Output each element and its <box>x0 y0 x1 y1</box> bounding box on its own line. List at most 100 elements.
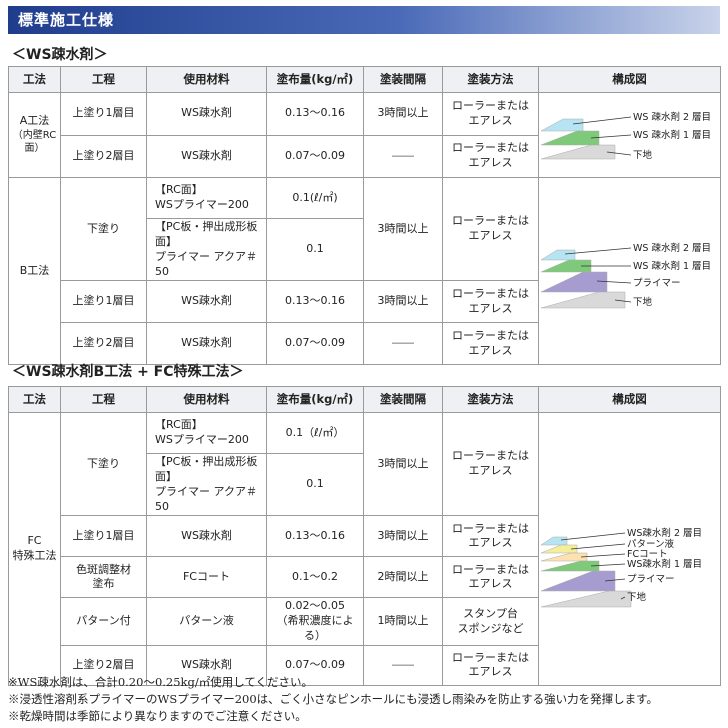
table-row: 【PC板・押出成形板面】 プライマー アクア＃50 0.1 <box>9 217 721 282</box>
material-cell: WS疎水剤 <box>146 322 267 366</box>
layer-substrate <box>540 590 632 608</box>
method-cell: A工法 （内壁RC面） <box>8 92 61 178</box>
label-ws1: WS 疎水剤 1 層目 <box>633 260 711 272</box>
interval-cell: ―― <box>363 644 443 686</box>
fc-spec-table: 工法 工程 使用材料 塗布量(kg/㎡) 塗装間隔 塗装方法 構成図 FC 特殊工… <box>8 386 721 686</box>
header-cell: 工程 <box>60 386 147 413</box>
layer-diagram-a: WS 疎水剤 2 層目 WS 疎水剤 1 層目 下地 <box>538 92 721 178</box>
amount-cell: 0.07～0.09 <box>266 644 364 686</box>
label-ws1: WS疎水剤 1 層目 <box>627 558 702 570</box>
label-substrate: 下地 <box>633 149 653 161</box>
header-cell: 塗装間隔 <box>363 66 443 93</box>
step-cell: 上塗り1層目 <box>60 280 147 324</box>
section-title-fc: ＜WS疎水剤B工法 + FC特殊工法＞ <box>12 364 244 380</box>
interval-cell: ―― <box>363 134 443 178</box>
amount-cell: 0.13～0.16 <box>266 280 364 324</box>
interval-cell: 1時間以上 <box>363 597 443 646</box>
header-cell: 使用材料 <box>146 66 267 93</box>
header-cell: 工程 <box>60 66 147 93</box>
method-cell: B工法 <box>8 176 61 366</box>
label-ws2: WS 疎水剤 2 層目 <box>633 111 711 123</box>
layer-substrate <box>540 291 626 309</box>
table-row: 上塗り2層目 WS疎水剤 0.07～0.09 ―― ローラーまたは エアレス <box>9 644 721 686</box>
layer-ws1 <box>540 560 600 572</box>
table-header-row: 工法 工程 使用材料 塗布量(kg/㎡) 塗装間隔 塗装方法 構成図 <box>8 66 721 93</box>
layer-ws2 <box>540 536 568 546</box>
header-cell: 構成図 <box>538 386 721 413</box>
material-cell: FCコート <box>146 556 267 599</box>
header-cell: 工法 <box>8 66 61 93</box>
amount-cell: 0.1～0.2 <box>266 556 364 599</box>
footnote: ※WS疎水剤は、合計0.20～0.25kg/㎡使用してください。 <box>8 675 314 689</box>
label-substrate: 下地 <box>633 296 653 308</box>
method-text-cell: スタンプ台 スポンジなど <box>442 597 539 646</box>
material-cell: WS疎水剤 <box>146 280 267 324</box>
label-fc-coat: FCコート <box>627 549 668 560</box>
table-row: 上塗り2層目 WS疎水剤 0.07～0.09 ―― ローラーまたは エアレス <box>9 134 721 178</box>
layer-primer <box>540 570 616 592</box>
interval-cell: 3時間以上 <box>363 176 443 282</box>
header-cell: 使用材料 <box>146 386 267 413</box>
layer-diagram-b: WS 疎水剤 2 層目 WS 疎水剤 1 層目 プライマー 下地 <box>538 176 721 366</box>
label-primer: プライマー <box>633 278 681 289</box>
layer-ws1 <box>540 259 592 273</box>
label-pattern: パターン液 <box>627 538 675 550</box>
material-cell: WS疎水剤 <box>146 644 267 686</box>
amount-cell: 0.07～0.09 <box>266 134 364 178</box>
table-header-row: 工法 工程 使用材料 塗布量(kg/㎡) 塗装間隔 塗装方法 構成図 <box>8 386 721 413</box>
footnote: ※浸透性溶剤系プライマーのWSプライマー200は、ごく小さなピンホールにも浸透し… <box>8 692 658 706</box>
header-cell: 塗装間隔 <box>363 386 443 413</box>
step-cell: 色斑調整材 塗布 <box>60 556 147 599</box>
section-title-ws: ＜WS疎水剤＞ <box>12 47 108 63</box>
table-row: パターン付 パターン液 0.02～0.05 （希釈濃度による） 1時間以上 スタン… <box>9 597 721 646</box>
header-cell: 構成図 <box>538 66 721 93</box>
banner-title: 標準施工仕様 <box>18 11 115 29</box>
material-cell: 【PC板・押出成形板面】 プライマー アクア＃50 <box>146 452 267 517</box>
method-text-cell: ローラーまたは エアレス <box>442 92 539 136</box>
method-text-cell: ローラーまたは エアレス <box>442 411 539 517</box>
step-cell: 上塗り2層目 <box>60 644 147 686</box>
label-ws2: WS疎水剤 2 層目 <box>627 527 702 539</box>
material-cell: 【PC板・押出成形板面】 プライマー アクア＃50 <box>146 217 267 282</box>
interval-cell: 3時間以上 <box>363 280 443 324</box>
method-text-cell: ローラーまたは エアレス <box>442 134 539 178</box>
method-text-cell: ローラーまたは エアレス <box>442 644 539 686</box>
layer-pattern <box>540 544 578 554</box>
layer-ws2 <box>540 249 576 261</box>
header-cell: 塗装方法 <box>442 66 539 93</box>
amount-cell: 0.1 <box>266 452 364 517</box>
material-cell: 【RC面】 WSプライマー200 <box>146 412 267 454</box>
table-row: 上塗り2層目 WS疎水剤 0.07～0.09 ―― ローラーまたは エアレス <box>9 322 721 366</box>
interval-cell: 3時間以上 <box>363 411 443 517</box>
step-cell: 上塗り2層目 <box>60 322 147 366</box>
table-row: 上塗り1層目 WS疎水剤 0.13～0.16 3時間以上 ローラーまたは エアレス <box>9 280 721 324</box>
table-row: FC 特殊工法 下塗り 【RC面】 WSプライマー200 0.1（ℓ/㎡） 3時間以… <box>8 411 721 686</box>
ws-spec-table: 工法 工程 使用材料 塗布量(kg/㎡) 塗装間隔 塗装方法 構成図 A工法 （内… <box>8 66 721 366</box>
material-cell: 【RC面】 WSプライマー200 <box>146 177 267 219</box>
method-text-cell: ローラーまたは エアレス <box>442 280 539 324</box>
amount-cell: 0.1(ℓ/㎡) <box>266 177 364 219</box>
label-substrate: 下地 <box>627 591 647 603</box>
header-cell: 塗布量(kg/㎡) <box>266 386 364 413</box>
step-cell: パターン付 <box>60 597 147 646</box>
material-cell: WS疎水剤 <box>146 134 267 178</box>
amount-cell: 0.13～0.16 <box>266 92 364 136</box>
material-cell: パターン液 <box>146 597 267 646</box>
interval-cell: 3時間以上 <box>363 515 443 558</box>
method-text-cell: ローラーまたは エアレス <box>442 322 539 366</box>
layer-substrate <box>540 144 616 160</box>
label-ws2: WS 疎水剤 2 層目 <box>633 242 711 254</box>
method-text-cell: ローラーまたは エアレス <box>442 176 539 282</box>
method-text-cell: ローラーまたは エアレス <box>442 556 539 599</box>
header-cell: 工法 <box>8 386 61 413</box>
layer-fc-coat <box>540 552 588 562</box>
amount-cell: 0.07～0.09 <box>266 322 364 366</box>
amount-cell: 0.02～0.05 （希釈濃度による） <box>266 597 364 646</box>
step-cell: 上塗り1層目 <box>60 92 147 136</box>
step-cell: 上塗り2層目 <box>60 134 147 178</box>
layer-primer <box>540 271 608 293</box>
page-banner: 標準施工仕様 <box>8 6 720 34</box>
method-text-cell: ローラーまたは エアレス <box>442 515 539 558</box>
step-cell: 上塗り1層目 <box>60 515 147 558</box>
table-row: 色斑調整材 塗布 FCコート 0.1～0.2 2時間以上 ローラーまたは エアレス <box>9 556 721 599</box>
